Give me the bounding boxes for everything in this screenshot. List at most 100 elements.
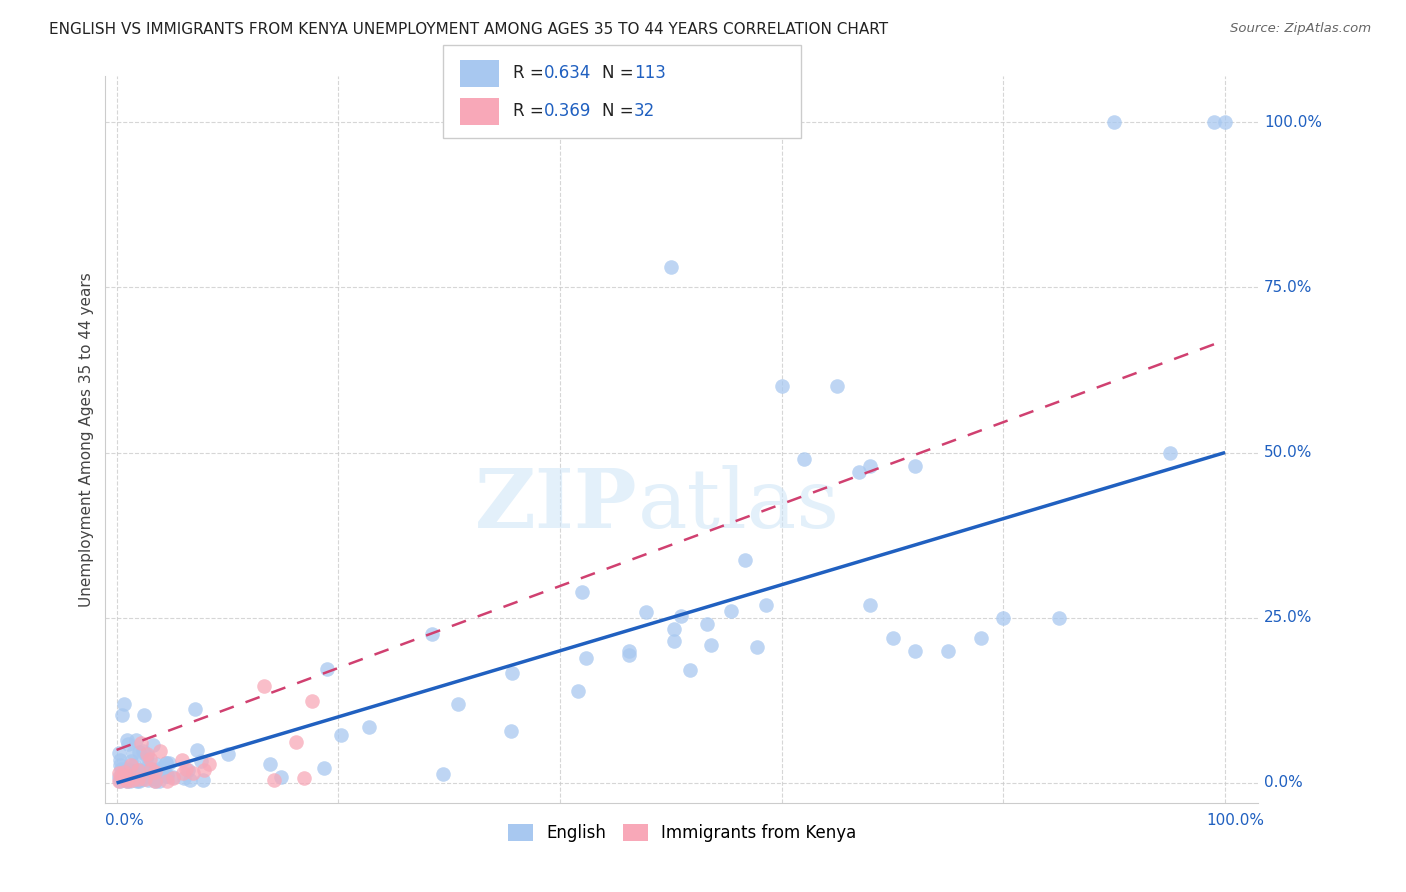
Text: 50.0%: 50.0% bbox=[1264, 445, 1312, 460]
Point bbox=[110, 768, 132, 782]
Point bbox=[734, 553, 756, 567]
Point bbox=[149, 761, 172, 775]
Point bbox=[139, 766, 162, 780]
Point bbox=[127, 763, 149, 777]
Point bbox=[181, 766, 204, 780]
Point bbox=[848, 466, 870, 480]
Text: R =: R = bbox=[513, 64, 550, 82]
Point bbox=[127, 770, 149, 784]
Point bbox=[117, 737, 139, 751]
Point bbox=[501, 666, 523, 681]
Point bbox=[136, 773, 159, 788]
Point bbox=[118, 763, 141, 777]
Point bbox=[193, 772, 215, 787]
Point bbox=[134, 772, 156, 786]
Point bbox=[183, 702, 205, 716]
Point bbox=[970, 631, 993, 645]
Point bbox=[177, 763, 200, 777]
Point bbox=[122, 757, 145, 772]
Point bbox=[134, 708, 156, 723]
Point bbox=[156, 774, 179, 789]
Text: ENGLISH VS IMMIGRANTS FROM KENYA UNEMPLOYMENT AMONG AGES 35 TO 44 YEARS CORRELAT: ENGLISH VS IMMIGRANTS FROM KENYA UNEMPLO… bbox=[49, 22, 889, 37]
Point bbox=[359, 720, 381, 734]
Point bbox=[129, 736, 152, 750]
Point bbox=[125, 733, 148, 747]
Point bbox=[132, 769, 155, 783]
Point bbox=[284, 735, 307, 749]
Point bbox=[121, 764, 143, 778]
Point bbox=[117, 774, 139, 789]
Point bbox=[312, 761, 335, 775]
Point bbox=[138, 765, 160, 780]
Point bbox=[142, 738, 165, 752]
Point bbox=[128, 745, 150, 759]
Point bbox=[139, 752, 162, 766]
Point bbox=[120, 754, 142, 768]
Point bbox=[141, 763, 163, 777]
Point bbox=[134, 764, 156, 778]
Point bbox=[218, 747, 240, 761]
Point bbox=[567, 684, 589, 698]
Point bbox=[174, 762, 197, 776]
Point bbox=[121, 773, 143, 788]
Text: 100.0%: 100.0% bbox=[1206, 813, 1264, 828]
Point bbox=[121, 767, 143, 781]
Point bbox=[128, 774, 150, 789]
Point bbox=[114, 772, 136, 786]
Text: 0.0%: 0.0% bbox=[105, 813, 145, 828]
Point bbox=[329, 728, 352, 742]
Point bbox=[121, 746, 143, 760]
Point bbox=[696, 617, 718, 632]
Point bbox=[107, 765, 129, 780]
Point bbox=[127, 774, 149, 789]
Point bbox=[127, 768, 149, 782]
Point bbox=[110, 762, 132, 776]
Point bbox=[301, 694, 323, 708]
Point bbox=[142, 772, 165, 786]
Point bbox=[115, 768, 138, 782]
Point bbox=[145, 774, 167, 789]
Point bbox=[152, 761, 174, 775]
Point bbox=[825, 379, 848, 393]
Point bbox=[755, 598, 778, 612]
Text: 32: 32 bbox=[634, 103, 655, 120]
Point bbox=[263, 772, 285, 787]
Text: 75.0%: 75.0% bbox=[1264, 280, 1312, 294]
Point bbox=[114, 762, 136, 776]
Point bbox=[575, 651, 598, 665]
Point bbox=[936, 644, 959, 658]
Point bbox=[859, 598, 882, 612]
Point bbox=[110, 708, 132, 723]
Point bbox=[125, 767, 148, 781]
Point bbox=[270, 770, 292, 784]
Point bbox=[148, 774, 170, 789]
Text: ZIP: ZIP bbox=[475, 466, 637, 545]
Point bbox=[259, 756, 281, 771]
Point bbox=[1104, 115, 1126, 129]
Point bbox=[117, 732, 139, 747]
Point bbox=[793, 452, 815, 467]
Y-axis label: Unemployment Among Ages 35 to 44 years: Unemployment Among Ages 35 to 44 years bbox=[79, 272, 94, 607]
Point bbox=[143, 772, 166, 787]
Point bbox=[141, 762, 163, 776]
Point bbox=[193, 763, 215, 777]
Point bbox=[172, 766, 194, 780]
Point bbox=[110, 753, 132, 767]
Point bbox=[120, 770, 142, 784]
Point bbox=[115, 773, 138, 788]
Point bbox=[882, 631, 904, 645]
Point bbox=[155, 767, 177, 781]
Point bbox=[671, 609, 693, 624]
Text: 0.634: 0.634 bbox=[544, 64, 592, 82]
Point bbox=[619, 644, 641, 658]
Point bbox=[145, 756, 167, 771]
Point bbox=[143, 764, 166, 779]
Point bbox=[150, 763, 173, 777]
Legend: English, Immigrants from Kenya: English, Immigrants from Kenya bbox=[501, 817, 863, 849]
Point bbox=[197, 757, 219, 772]
Point bbox=[432, 766, 454, 780]
Point bbox=[143, 770, 166, 784]
Point bbox=[1202, 115, 1225, 129]
Point bbox=[120, 757, 142, 772]
Point bbox=[127, 772, 149, 786]
